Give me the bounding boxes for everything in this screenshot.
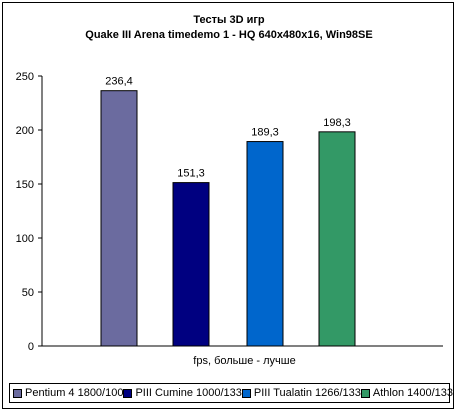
y-tick-label: 0 <box>28 341 34 353</box>
y-tick-label: 250 <box>16 71 34 83</box>
y-tick-label: 100 <box>16 233 34 245</box>
legend-item: Pentium 4 1800/100 <box>13 387 123 399</box>
legend-swatch <box>13 388 22 398</box>
legend-label: PIII Tualatin 1266/133 <box>253 387 361 399</box>
legend-swatch <box>241 388 251 398</box>
legend: Pentium 4 1800/100 PIII Cumine 1000/133 PI… <box>9 383 454 403</box>
legend-item: PIII Tualatin 1266/133 <box>241 387 361 399</box>
data-label: 236,4 <box>105 76 133 88</box>
legend-label: PIII Cumine 1000/133 <box>135 387 242 399</box>
legend-swatch <box>360 388 370 398</box>
legend-swatch <box>123 388 133 398</box>
x-axis-label: fps, больше - лучше <box>193 355 295 367</box>
bar <box>246 141 284 347</box>
legend-item: PIII Cumine 1000/133 <box>123 387 242 399</box>
legend-item: Athlon 1400/133 <box>360 387 454 399</box>
y-tick-label: 200 <box>16 125 34 137</box>
chart-frame <box>2 2 454 409</box>
data-label: 198,3 <box>323 117 351 129</box>
bar <box>318 131 356 347</box>
bar <box>100 90 138 347</box>
legend-label: Pentium 4 1800/100 <box>25 387 124 399</box>
bar <box>172 182 210 347</box>
legend-label: Athlon 1400/133 <box>372 387 454 399</box>
data-label: 189,3 <box>251 127 279 139</box>
chart-subtitle: Quake III Arena timedemo 1 - HQ 640x480x… <box>85 29 373 41</box>
data-label: 151,3 <box>177 168 205 180</box>
chart-title: Тесты 3D игр <box>193 14 265 26</box>
y-tick-label: 150 <box>16 179 34 191</box>
y-tick-label: 50 <box>22 287 34 299</box>
